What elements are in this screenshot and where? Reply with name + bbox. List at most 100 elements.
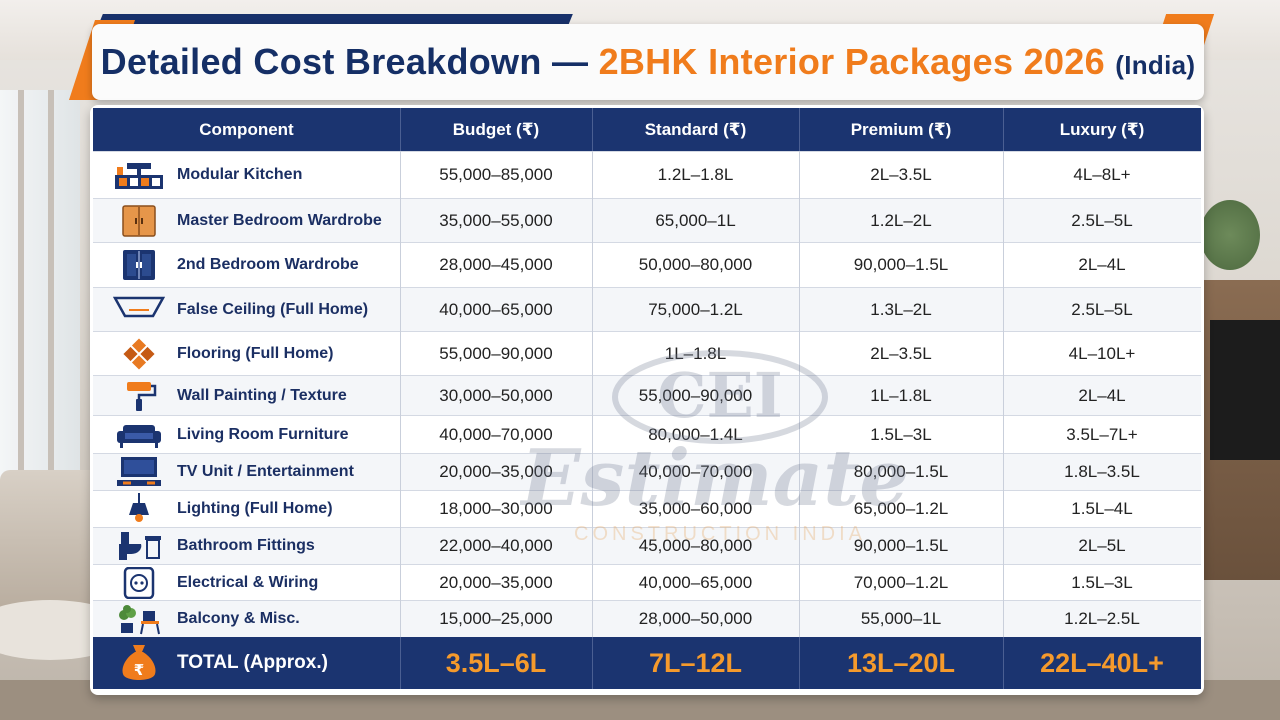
total-label: TOTAL (Approx.) [177,652,328,673]
sofa-icon [113,419,165,451]
cell-component: Electrical & Wiring [93,565,400,600]
cell-budget: 55,000–90,000 [439,343,553,363]
cell-premium: 90,000–1.5L [853,255,949,274]
total-divider [592,637,593,689]
cell-standard: 80,000–1.4L [648,424,743,444]
table-row: 2nd Bedroom Wardrobe 28,000–45,000 50,000–… [93,242,1201,287]
cell-premium: 1.3L–2L [870,299,932,319]
cell-premium: 90,000–1.5L [853,536,949,555]
cell-premium: 70,000–1.2L [853,572,949,592]
cell-standard: 55,000–90,000 [638,385,753,405]
cell-component: Living Room Furniture [93,416,400,453]
header-premium: Premium (₹) [850,119,952,139]
cell-premium: 80,000–1.5L [853,462,949,481]
cell-standard: 1.2L–1.8L [657,165,734,184]
cell-premium: 1.5L–3L [870,424,932,444]
total-divider [1003,637,1004,689]
cell-budget: 15,000–25,000 [439,609,553,628]
cell-luxury: 2.5L–5L [1071,210,1133,230]
cell-budget: 22,000–40,000 [439,536,553,555]
header-divider [799,108,800,151]
table-row: Balcony & Misc. 15,000–25,000 28,000–50,00… [93,600,1201,637]
cell-standard: 75,000–1.2L [648,299,743,319]
cell-component: Bathroom Fittings [93,528,400,564]
cell-budget: 18,000–30,000 [439,499,553,518]
cell-standard: 40,000–70,000 [638,462,753,481]
table-row: Bathroom Fittings 22,000–40,000 45,000–80,… [93,527,1201,564]
component-label: Bathroom Fittings [177,537,315,554]
cell-budget: 28,000–45,000 [439,255,553,274]
cell-standard: 45,000–80,000 [638,536,753,555]
money-bag-icon: ₹ [113,645,165,680]
cell-luxury: 2L–5L [1078,536,1126,555]
table-header-row: Component Budget (₹) Standard (₹) Premium (… [93,108,1201,151]
cell-budget: 30,000–50,000 [439,385,553,405]
cell-component: TV Unit / Entertainment [93,454,400,490]
cost-table-card: Component Budget (₹) Standard (₹) Premium (… [90,105,1204,695]
cell-standard: 40,000–65,000 [638,572,753,592]
table-row: Flooring (Full Home) 55,000–90,000 1L–1.8L… [93,331,1201,375]
total-row: ₹ TOTAL (Approx.) 3.5L–6L 7L–12L 13L–20L 22L–… [93,637,1201,689]
header-standard: Standard (₹) [644,119,747,139]
lamp-icon [113,493,165,525]
wardrobe-dark-icon [113,249,165,281]
cell-standard: 50,000–80,000 [638,255,753,274]
cost-table: Component Budget (₹) Standard (₹) Premium (… [93,108,1201,692]
cell-premium: 2L–3.5L [870,343,932,363]
cell-luxury: 2.5L–5L [1071,299,1133,319]
cell-luxury: 1.5L–4L [1071,499,1133,518]
cell-component: Wall Painting / Texture [93,376,400,415]
cell-luxury: 2L–4L [1078,385,1126,405]
cell-component: Lighting (Full Home) [93,491,400,527]
cell-luxury: 4L–8L+ [1073,165,1131,184]
title-banner: Detailed Cost Breakdown — 2BHK Interior … [92,24,1204,100]
cell-standard: 35,000–60,000 [638,499,753,518]
component-label: Master Bedroom Wardrobe [177,211,382,229]
header-budget: Budget (₹) [452,119,540,139]
component-label: Balcony & Misc. [177,610,300,627]
header-divider [400,108,401,151]
svg-text:₹: ₹ [134,661,144,679]
component-label: Lighting (Full Home) [177,500,333,517]
cell-premium: 1L–1.8L [870,385,932,405]
cell-premium: 55,000–1L [860,609,942,628]
component-label: Modular Kitchen [177,166,303,183]
title-suffix: (India) [1115,50,1196,80]
total-premium: 13L–20L [846,647,956,678]
table-row: TV Unit / Entertainment 20,000–35,000 40,0… [93,453,1201,490]
cell-budget: 35,000–55,000 [439,210,553,230]
table-row: Lighting (Full Home) 18,000–30,000 35,000–… [93,490,1201,527]
total-divider [799,637,800,689]
table-row: False Ceiling (Full Home) 40,000–65,000 75… [93,287,1201,331]
ceiling-icon [113,294,165,326]
total-budget: 3.5L–6L [445,647,547,678]
total-label-cell: ₹ TOTAL (Approx.) [93,637,400,689]
cell-luxury: 1.8L–3.5L [1064,462,1140,481]
header-component: Component [199,119,294,139]
cell-budget: 55,000–85,000 [439,165,553,184]
component-label: Wall Painting / Texture [177,386,347,404]
cell-component: Modular Kitchen [93,152,400,198]
paint-roller-icon [113,380,165,412]
component-label: Electrical & Wiring [177,573,319,591]
header-divider [592,108,593,151]
cell-budget: 20,000–35,000 [439,462,553,481]
cell-luxury: 3.5L–7L+ [1066,424,1138,444]
cell-luxury: 4L–10L+ [1068,343,1136,363]
cell-component: False Ceiling (Full Home) [93,288,400,331]
cell-premium: 65,000–1.2L [853,499,949,518]
toilet-icon [113,530,165,562]
component-label: Living Room Furniture [177,425,349,443]
cell-budget: 40,000–70,000 [439,424,553,444]
cell-budget: 20,000–35,000 [439,572,553,592]
component-label: 2nd Bedroom Wardrobe [177,256,359,273]
cell-premium: 2L–3.5L [870,165,932,184]
table-row: Electrical & Wiring 20,000–35,000 40,000–6… [93,564,1201,600]
flooring-icon [113,337,165,370]
cell-component: Flooring (Full Home) [93,332,400,375]
title-main: Detailed Cost Breakdown — [100,41,599,82]
cell-luxury: 2L–4L [1078,255,1126,274]
plant-chair-icon [113,603,165,635]
kitchen-icon [113,159,165,191]
cell-standard: 65,000–1L [655,210,736,230]
